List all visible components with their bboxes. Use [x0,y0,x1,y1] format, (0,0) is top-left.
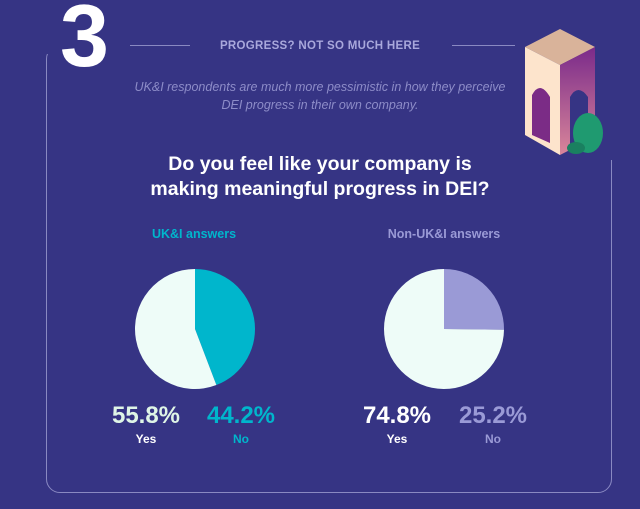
non-uki-chart-title: Non-UK&I answers [387,227,501,241]
question-line: making meaningful progress in DEI? [150,178,490,200]
non-uki-yes-label: Yes [386,432,408,446]
uki-no-label: No [233,432,249,446]
pie-slice-no [195,269,255,386]
non-uki-yes-value: 74.8% [362,402,432,429]
section-title: PROGRESS? NOT SO MUCH HERE [219,40,421,52]
question-line: Do you feel like your company is [168,153,472,175]
non-uki-no-label: No [485,432,501,446]
non-uki-pie-chart [384,269,504,389]
uki-pie-chart [135,269,255,389]
subtitle: UK&I respondents are much more pessimist… [134,80,506,112]
non-uki-no-value: 25.2% [458,402,528,429]
uki-chart-title: UK&I answers [151,227,237,241]
section-number: 3 [60,0,109,85]
uki-yes-value: 55.8% [111,402,181,429]
pie-slice-no [444,269,504,330]
pie-slice-yes [135,269,217,389]
question-title: Do you feel like your company is making … [120,152,520,202]
arch-illustration [525,29,603,155]
pie-slice-yes [384,269,504,389]
uki-yes-label: Yes [135,432,157,446]
uki-no-value: 44.2% [206,402,276,429]
